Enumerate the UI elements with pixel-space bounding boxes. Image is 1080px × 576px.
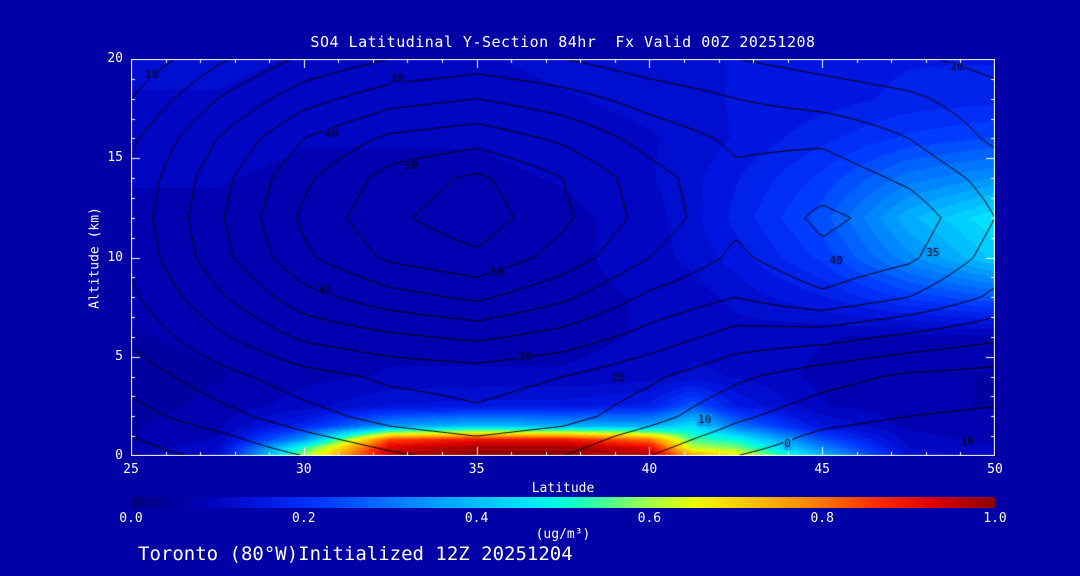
x-axis-label: Latitude (531, 481, 595, 496)
x-tick-label: 30 (295, 462, 312, 477)
colorbar-units-label: (ug/m³) (535, 527, 591, 542)
colorbar-tick-label: 1.0 (983, 511, 1007, 526)
x-tick-label: 40 (641, 462, 658, 477)
y-tick-label: 15 (107, 150, 123, 166)
colorbar-tick-label: 0.6 (637, 511, 662, 526)
y-tick-label: 10 (107, 249, 123, 265)
x-tick-label: 50 (987, 462, 1003, 477)
colorbar-tick-label: 0.0 (119, 511, 143, 526)
model-init-caption: Toronto (80°W)Initialized 12Z 20251204 (138, 543, 573, 565)
colorbar-tick-label: 0.2 (292, 511, 316, 526)
x-tick-label: 35 (468, 462, 485, 477)
x-tick-label: 45 (814, 462, 831, 477)
colorbar (131, 497, 995, 508)
y-tick-label: 5 (115, 348, 123, 364)
y-tick-label: 20 (107, 51, 123, 66)
y-tick-label: 0 (115, 448, 123, 463)
colorbar-tick-label: 0.8 (810, 511, 834, 526)
heatmap-contour-canvas (131, 59, 995, 456)
x-tick-label: 25 (123, 462, 139, 477)
colorbar-tick-label: 0.4 (464, 511, 489, 526)
chart-title: SO4 Latitudinal Y-Section 84hr Fx Valid … (310, 33, 816, 51)
